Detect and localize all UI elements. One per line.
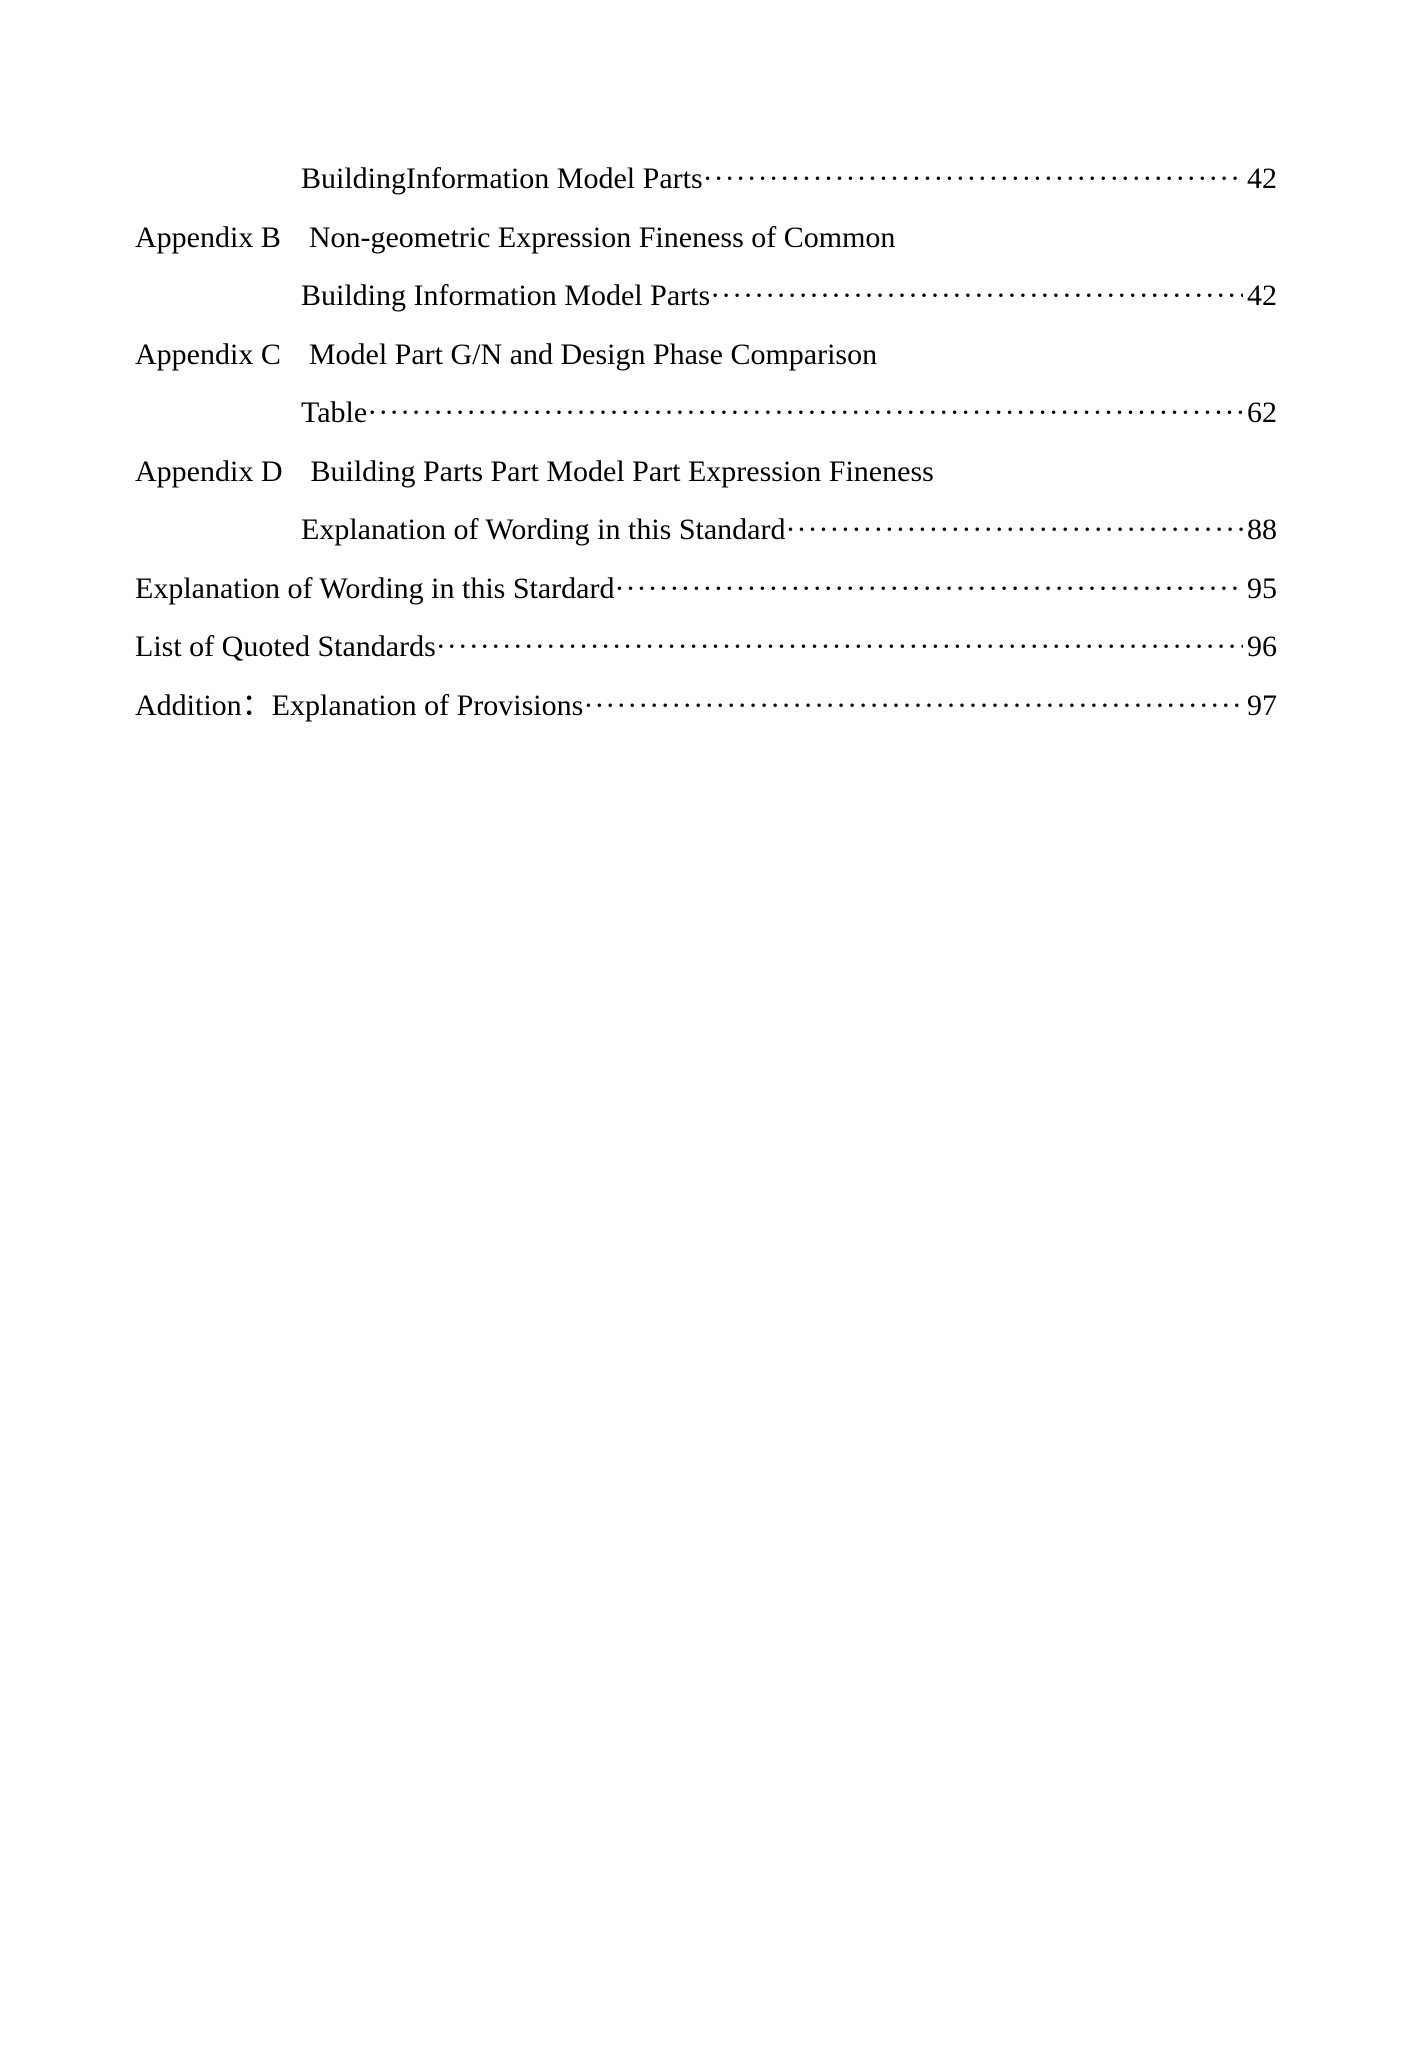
toc-text: BuildingInformation Model Parts: [301, 150, 703, 209]
table-of-contents: BuildingInformation Model Parts 42 Appen…: [135, 150, 1277, 735]
toc-leader: [583, 677, 1243, 736]
toc-page: 97: [1243, 677, 1277, 736]
toc-entry: Appendix B Non-geometric Expression Fine…: [135, 209, 1277, 268]
toc-entry: Building Information Model Parts 42: [135, 267, 1277, 326]
toc-page: 96: [1243, 618, 1277, 677]
toc-leader: [436, 618, 1243, 677]
toc-entry: List of Quoted Standards 96: [135, 618, 1277, 677]
toc-label: Appendix D: [135, 443, 310, 502]
toc-label: Appendix C: [135, 326, 309, 385]
toc-entry: Addition：Explanation of Provisions 97: [135, 677, 1277, 736]
toc-text: Table: [301, 384, 367, 443]
toc-page: 62: [1243, 384, 1277, 443]
toc-page: 42: [1243, 150, 1277, 209]
toc-text: Addition：Explanation of Provisions: [135, 677, 583, 736]
toc-page: 95: [1243, 560, 1277, 619]
toc-text: Model Part G/N and Design Phase Comparis…: [309, 326, 877, 385]
toc-entry: BuildingInformation Model Parts 42: [135, 150, 1277, 209]
toc-page: 42: [1243, 267, 1277, 326]
toc-entry: Explanation of Wording in this Standard …: [135, 501, 1277, 560]
toc-leader: [703, 150, 1243, 209]
toc-entry: Appendix D Building Parts Part Model Par…: [135, 443, 1277, 502]
toc-leader: [367, 384, 1243, 443]
toc-label: Appendix B: [135, 209, 309, 268]
toc-leader: [785, 501, 1243, 560]
toc-leader: [614, 560, 1243, 619]
toc-entry: Appendix C Model Part G/N and Design Pha…: [135, 326, 1277, 385]
toc-entry: Explanation of Wording in this Stardard …: [135, 560, 1277, 619]
toc-text: Building Parts Part Model Part Expressio…: [310, 443, 933, 502]
toc-text: Explanation of Wording in this Stardard: [135, 560, 614, 619]
toc-text: List of Quoted Standards: [135, 618, 436, 677]
toc-leader: [710, 267, 1243, 326]
toc-entry: Table 62: [135, 384, 1277, 443]
toc-text: Non-geometric Expression Fineness of Com…: [309, 209, 896, 268]
toc-text: Explanation of Wording in this Standard: [301, 501, 785, 560]
toc-text: Building Information Model Parts: [301, 267, 710, 326]
toc-page: 88: [1243, 501, 1277, 560]
